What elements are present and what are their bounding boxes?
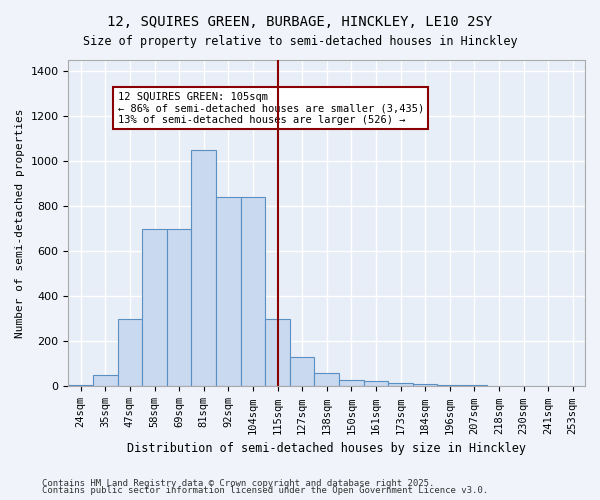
Bar: [118, 319, 142, 386]
Bar: [241, 198, 265, 386]
Bar: [437, 385, 462, 386]
Bar: [167, 229, 191, 386]
Bar: [388, 383, 413, 386]
Bar: [314, 373, 339, 386]
X-axis label: Distribution of semi-detached houses by size in Hinckley: Distribution of semi-detached houses by …: [127, 442, 526, 455]
Text: Size of property relative to semi-detached houses in Hinckley: Size of property relative to semi-detach…: [83, 35, 517, 48]
Bar: [364, 382, 388, 386]
Bar: [413, 384, 437, 386]
Bar: [339, 380, 364, 386]
Bar: [142, 229, 167, 386]
Bar: [290, 357, 314, 386]
Bar: [216, 198, 241, 386]
Y-axis label: Number of semi-detached properties: Number of semi-detached properties: [15, 108, 25, 338]
Bar: [93, 375, 118, 386]
Text: 12 SQUIRES GREEN: 105sqm
← 86% of semi-detached houses are smaller (3,435)
13% o: 12 SQUIRES GREEN: 105sqm ← 86% of semi-d…: [118, 92, 424, 124]
Text: 12, SQUIRES GREEN, BURBAGE, HINCKLEY, LE10 2SY: 12, SQUIRES GREEN, BURBAGE, HINCKLEY, LE…: [107, 15, 493, 29]
Text: Contains public sector information licensed under the Open Government Licence v3: Contains public sector information licen…: [42, 486, 488, 495]
Bar: [191, 150, 216, 386]
Text: Contains HM Land Registry data © Crown copyright and database right 2025.: Contains HM Land Registry data © Crown c…: [42, 478, 434, 488]
Bar: [265, 319, 290, 386]
